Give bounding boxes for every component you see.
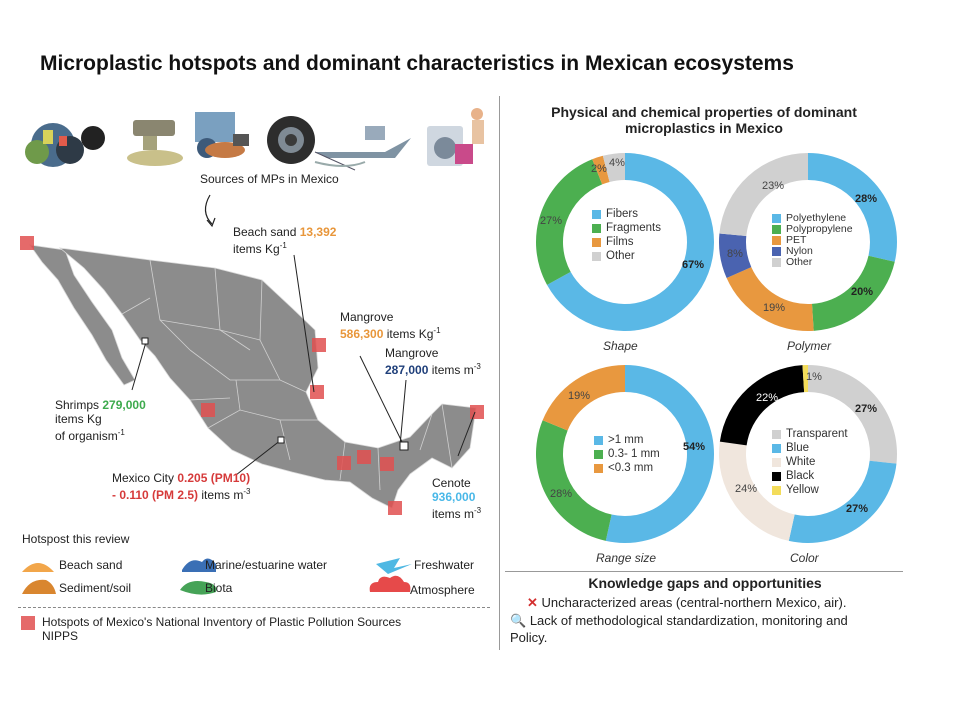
- slice-pet: [726, 267, 814, 331]
- polymer-label-nylon: 8%: [727, 248, 743, 260]
- gaps-title: Knowledge gaps and opportunities: [588, 575, 822, 591]
- polymer-label-other: 23%: [762, 180, 785, 192]
- gap-item-1: ✕ Uncharacterized areas (central-norther…: [527, 595, 847, 610]
- vertical-divider: [499, 96, 500, 650]
- sediment-soil-icon: [22, 579, 56, 594]
- arrow-sources: [204, 194, 213, 225]
- source-icons-row: [25, 108, 484, 171]
- color-label-transparent: 27%: [855, 403, 878, 415]
- freshwater-icon: [376, 558, 412, 574]
- slice-polypropylene: [811, 255, 895, 331]
- caption-range-size: Range size: [596, 551, 657, 565]
- legend-sediment-soil: Sediment/soil: [59, 581, 132, 595]
- gap-item-2: 🔍 Lack of methodological standardization…: [510, 613, 848, 645]
- nipps-hotspots: [20, 236, 484, 515]
- legend-color: Transparent Blue White Black Yellow: [772, 427, 848, 497]
- biota-icon: [180, 581, 217, 595]
- hotspot-legend-title: Hotspost this review: [22, 532, 130, 546]
- slice--1-mm: [605, 365, 714, 543]
- shape-label-films: 2%: [591, 163, 607, 175]
- range-label-mid: 28%: [550, 488, 573, 500]
- donut-range-size: [536, 365, 714, 543]
- shape-label-other: 4%: [609, 157, 625, 169]
- sources-label: Sources of MPs in Mexico: [200, 172, 339, 186]
- slice-0-3-1-mm: [536, 420, 612, 541]
- wastewater-pipe-icon: [127, 120, 183, 166]
- cross-icon: ✕: [527, 595, 538, 610]
- tourism-icon: [195, 112, 249, 158]
- beach-sand-icon: [22, 563, 54, 572]
- annotation-beach-sand: Beach sand 13,392 items Kg-1: [233, 225, 337, 256]
- nipps-legend-swatch: [21, 616, 35, 630]
- range-label-gt1: 54%: [683, 441, 706, 453]
- annotation-mangrove-2: Mangrove 287,000 items m-3: [385, 346, 481, 377]
- mexico-map: [20, 194, 484, 515]
- caption-shape: Shape: [603, 339, 638, 353]
- slice-other: [719, 153, 808, 237]
- fishing-boat-icon: [314, 126, 411, 171]
- polymer-label-pp: 20%: [851, 286, 874, 298]
- slice-nylon: [719, 233, 752, 279]
- legend-shape: Fibers Fragments Films Other: [592, 207, 661, 263]
- laundry-icon: [427, 108, 484, 166]
- donut-shape: [536, 153, 714, 331]
- slice-fragments: [536, 159, 603, 285]
- page-title: Microplastic hotspots and dominant chara…: [40, 52, 794, 75]
- tire-icon: [267, 116, 315, 164]
- slice-fibers: [547, 153, 714, 331]
- slice-yellow: [802, 365, 808, 393]
- slice-other: [602, 153, 625, 182]
- legend-biota: Biota: [205, 581, 233, 595]
- color-label-yellow: 1%: [806, 371, 822, 383]
- polymer-label-pet: 19%: [763, 302, 786, 314]
- slice--0-3-mm: [542, 365, 625, 431]
- slice-films: [592, 155, 610, 185]
- slice-polyethylene: [808, 153, 897, 262]
- annotation-shrimps: Shrimps 279,000 items Kg of organism-1: [55, 398, 146, 443]
- garbage-icon: [25, 123, 105, 167]
- hotspot-legend-icons: [22, 558, 412, 595]
- legend-nipps: Hotspots of Mexico's National Inventory …: [42, 615, 402, 643]
- caption-color: Color: [790, 551, 819, 565]
- slice-white: [719, 441, 795, 541]
- legend-marine-water: Marine/estuarine water: [205, 558, 328, 572]
- annotation-mexico-city: Mexico City 0.205 (PM10) - 0.110 (PM 2.5…: [112, 471, 251, 502]
- baja-california: [29, 244, 136, 386]
- color-label-black: 22%: [756, 392, 779, 404]
- annotation-mangrove-1: Mangrove 586,300 items Kg-1: [340, 310, 441, 341]
- polymer-label-pe: 28%: [855, 193, 878, 205]
- legend-freshwater: Freshwater: [414, 558, 475, 572]
- slice-black: [719, 365, 805, 446]
- horizontal-divider: [505, 571, 903, 572]
- range-label-lt03: 19%: [568, 390, 591, 402]
- color-label-white: 24%: [735, 483, 758, 495]
- donut-polymer: [719, 153, 897, 331]
- atmosphere-icon: [369, 575, 411, 592]
- caption-polymer: Polymer: [787, 339, 832, 353]
- color-label-blue: 27%: [846, 503, 869, 515]
- legend-polymer: Polyethylene Polypropylene PET Nylon Oth…: [772, 213, 853, 268]
- shape-label-fragments: 27%: [540, 215, 563, 227]
- magnifier-icon: 🔍: [510, 613, 527, 628]
- properties-title: Physical and chemical properties of domi…: [551, 104, 857, 136]
- slice-blue: [788, 460, 897, 543]
- legend-atmosphere: Atmosphere: [410, 583, 475, 597]
- marine-water-icon: [182, 558, 216, 572]
- legend-range-size: >1 mm 0.3- 1 mm <0.3 mm: [594, 433, 660, 475]
- legend-divider: [18, 607, 490, 608]
- annotation-cenote: Cenote 936,000 items m-3: [432, 476, 482, 521]
- slice-transparent: [808, 365, 897, 464]
- donut-color: [719, 365, 897, 543]
- legend-beach-sand: Beach sand: [59, 558, 123, 572]
- shape-label-fibers: 67%: [682, 259, 705, 271]
- mexico-mainland: [58, 247, 477, 509]
